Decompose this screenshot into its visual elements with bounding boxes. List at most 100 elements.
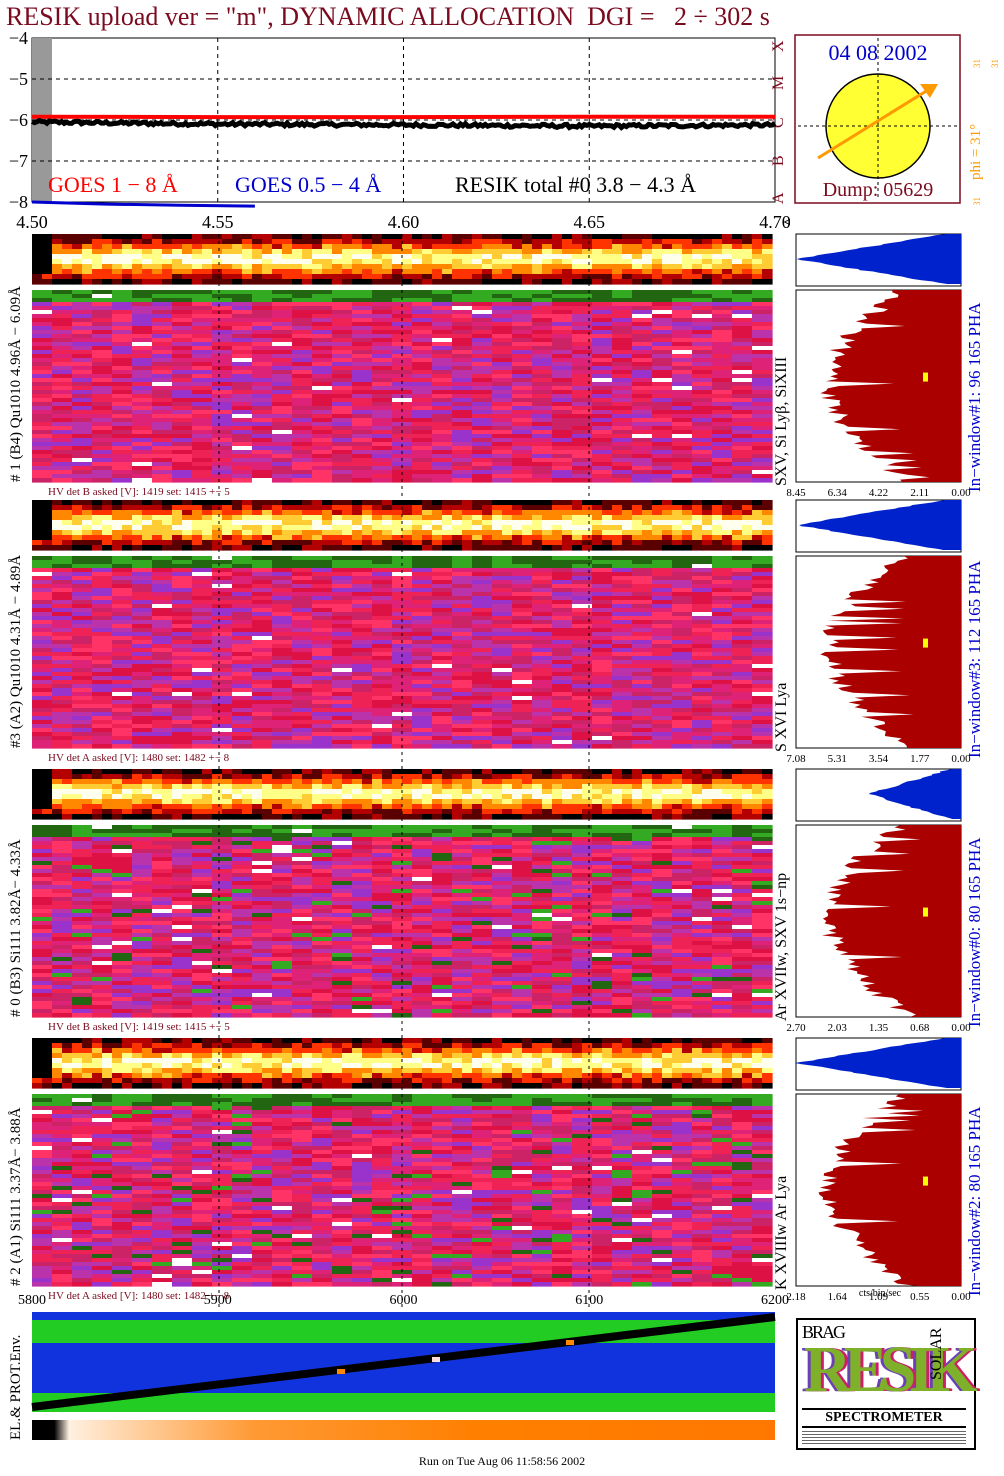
sun-date: 04 08 2002 [829,40,928,65]
spectrum-hist [820,290,961,482]
hist-tick-label: 7.08 [786,753,806,765]
env-band-blue-top [32,1312,775,1320]
detector-block-3: HV det A asked [V]: 1480 set: 1482 +− 8 #… [8,1037,984,1308]
legend-resik: RESIK total #0 3.8 − 4.3 Å [455,172,696,197]
x-tick-label: 4.50 [16,212,48,232]
y-tick-label: −8 [9,192,28,212]
logo-sub-left: BRAG [802,1322,846,1342]
env-x-tick: 6200 [761,1293,789,1308]
spectrum-hist [818,1094,961,1286]
footer-run-time: Run on Tue Aug 06 11:58:56 2002 [418,1454,586,1468]
x-tick-label: 4.60 [388,212,420,232]
series-line-resik [30,117,777,131]
hist-tick-label: 0.55 [910,1291,930,1303]
hist-tick-label: 0.00 [951,487,971,499]
hist-tick-label: 3.54 [869,753,889,765]
x-tick-label: 4.65 [574,212,606,232]
pha-strip [32,500,773,551]
in-window-label: In−window#2: 80 165 PHA [965,1106,984,1296]
y-tick-label: −7 [9,151,28,171]
hist-tick-label: 1.77 [910,753,930,765]
pha-strip [32,1038,773,1089]
class-letter: X [770,40,787,52]
pha-hist [799,500,961,550]
hv-label: HV det B asked [V]: 1419 set: 1415 +− 5 [48,486,230,498]
detector-block-2: HV det B asked [V]: 1419 set: 1415 +− 5 #… [8,768,984,1039]
pha-hist [796,234,961,284]
detector-side-label: # 0 (B3) Si111 3.82Å− 4.33Å [8,839,24,1017]
detector-block-1: HV det A asked [V]: 1480 set: 1482 +− 8 #… [8,499,984,770]
goes-flux-plot: −4 −5 −6 −7 −84.50 4.55 4.60 4.65 4.70<< hour UT… [9,30,790,234]
orbit-marker [432,1357,440,1362]
spectrum-map [32,1094,773,1287]
hist-tick-label: 5.31 [828,753,847,765]
hist-tick-label: 1.35 [869,1022,889,1034]
class-letter: M [770,76,787,90]
series-line-goes054 [31,200,255,208]
logo-letters: RESIK [804,1333,977,1406]
orbit-marker [566,1340,574,1345]
hist-tick-label: 4.22 [869,487,888,499]
hist-xlabel: cts/bin/sec [859,1288,902,1299]
phi-small-2: 31 [990,59,1000,68]
env-gradient-bar [32,1420,775,1440]
class-letter: A [770,192,787,204]
chart-title: RESIK upload ver = "m", DYNAMIC ALLOCATI… [6,2,770,31]
detector-spectra: HV det B asked [V]: 1419 set: 1415 +− 5 #… [8,233,984,1308]
class-letter: C [770,117,787,128]
hist-tick-label: 2.70 [786,1022,806,1034]
spectrum-map [32,556,773,749]
window-marker [923,1176,928,1186]
env-x-tick: 5800 [18,1293,46,1308]
hist-tick-label: 6.34 [828,487,848,499]
resik-logo: BRAG RESIK SOLAR SPECTROMETER [796,1318,977,1450]
phi-small-4: 31 [972,197,982,205]
legend-goes054: GOES 0.5 − 4 Å [235,172,381,197]
logo-fineprint [802,1430,966,1444]
window-marker [923,907,928,917]
detector-side-label: # 2 (A1) Si111 3.37Å− 3.88Å [8,1107,24,1286]
detector-side-label: # 1 (B4) Qu1010 4.96Å − 6.09Å [8,286,24,482]
hv-label: HV det A asked [V]: 1480 set: 1482 +− 8 [48,1290,230,1302]
sun-position-panel: 04 08 2002 Dump: 05629 phi = 31° 31 31 3… [794,34,1000,205]
spectrum-map [32,290,773,483]
x-tick-label: 4.70 [759,212,790,232]
line-id-label: Ar XVIIw, SXV 1s−np [773,873,790,1021]
logo-banner: SPECTROMETER [802,1408,966,1428]
env-x-tick: 5900 [204,1293,232,1308]
hist-tick-label: 2.11 [910,487,929,499]
spectrum-hist [820,556,961,748]
pha-strip [32,769,773,820]
pha-hist [794,1038,961,1088]
pha-hist [868,769,961,819]
in-window-label: In−window#3: 112 165 PHA [965,560,984,758]
hist-tick-label: 0.00 [951,1291,971,1303]
detector-block-0: HV det B asked [V]: 1419 set: 1415 +− 5 #… [8,233,984,504]
y-tick-label: −5 [9,69,28,89]
phi-small-1: 31 [972,59,982,68]
class-letter: B [770,155,787,166]
environment-panel: 5800 5900 6000 6100 6200 EL.& PROT.Env. [8,1293,789,1440]
line-id-label: SXV, Si Lyβ, SiXIII [773,357,790,486]
orbit-marker [337,1369,345,1374]
dump-number: Dump: 05629 [823,179,934,201]
x-unit-label: << hour UT [783,210,790,234]
line-id-label: S XVI Lya [773,683,790,752]
env-side-label: EL.& PROT.Env. [8,1335,24,1440]
hist-tick-label: 8.45 [786,487,806,499]
hist-tick-label: 2.18 [786,1291,806,1303]
env-x-tick: 6000 [390,1293,418,1308]
hv-label: HV det A asked [V]: 1480 set: 1482 +− 8 [48,752,230,764]
hist-tick-label: 2.03 [828,1022,848,1034]
hist-tick-label: 1.09 [869,1291,889,1303]
window-marker [923,372,928,382]
hist-tick-label: 0.68 [910,1022,930,1034]
spectrum-hist [821,825,961,1017]
legend-goes18: GOES 1 − 8 Å [48,172,178,197]
y-tick-label: −4 [9,30,28,48]
window-marker [923,638,928,648]
hist-tick-label: 0.00 [951,753,971,765]
hist-tick-label: 0.00 [951,1022,971,1034]
y-tick-label: −6 [9,110,28,130]
x-tick-label: 4.55 [202,212,234,232]
